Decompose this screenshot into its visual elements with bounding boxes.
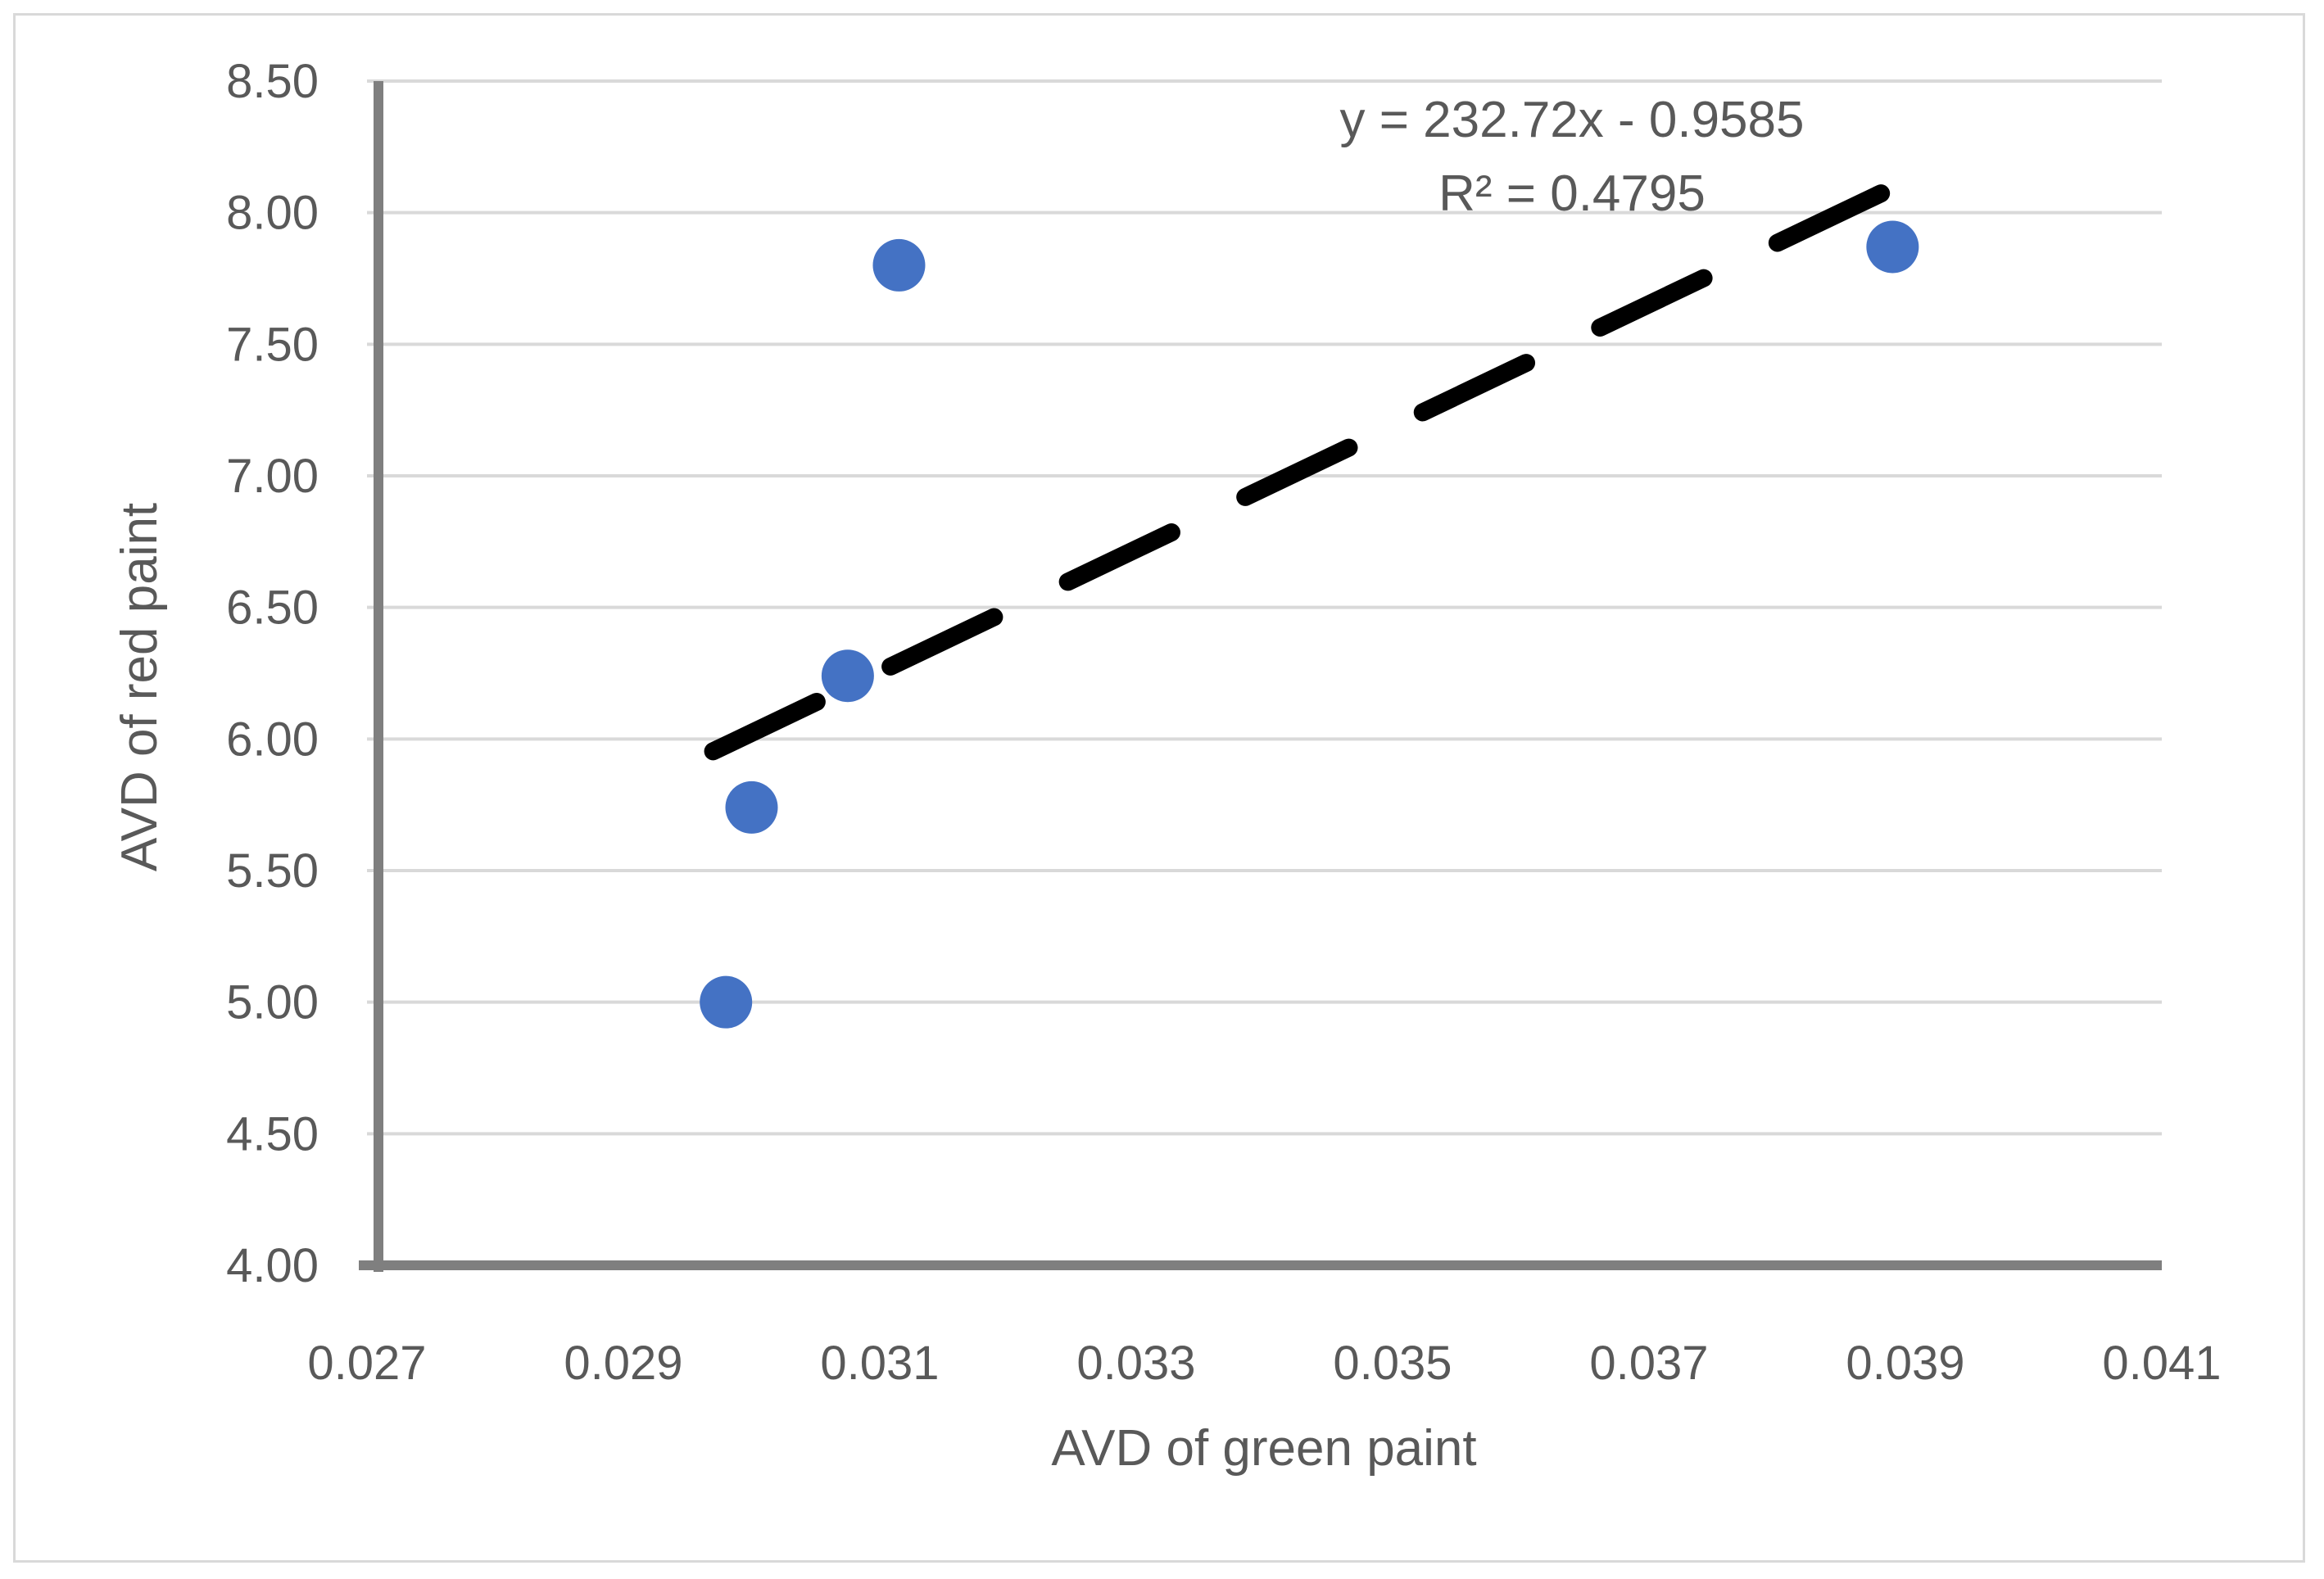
y-tick-label: 4.50: [226, 1107, 319, 1160]
x-axis-title: AVD of green paint: [1051, 1420, 1476, 1477]
tick-labels: 4.00 4.50 5.00 5.50 6.00 6.50 7.00 7.50 8.00 8.50…: [226, 55, 2221, 1390]
gridlines: [367, 79, 2162, 1136]
y-tick-label: 5.00: [226, 976, 319, 1029]
y-tick-label: 8.00: [226, 187, 319, 240]
data-point: [725, 780, 778, 834]
x-tick-label: 0.037: [1589, 1337, 1708, 1390]
trendline-equation: y = 232.72x - 0.9585: [1339, 92, 1804, 148]
y-tick-label: 4.00: [226, 1239, 319, 1292]
y-tick-label: 6.50: [226, 581, 319, 635]
data-point: [1866, 220, 1919, 274]
x-tick-label: 0.033: [1076, 1337, 1195, 1390]
y-tick-label: 5.50: [226, 844, 319, 898]
y-tick-label: 8.50: [226, 55, 319, 108]
trendline: [704, 179, 1902, 761]
axes: [359, 81, 2162, 1272]
data-points: [700, 220, 1919, 1029]
scatter-chart: 4.00 4.50 5.00 5.50 6.00 6.50 7.00 7.50 8.00 8.50…: [111, 55, 2222, 1477]
y-tick-label: 7.00: [226, 450, 319, 503]
x-tick-label: 0.035: [1333, 1337, 1452, 1390]
y-tick-label: 6.00: [226, 713, 319, 766]
y-axis-title: AVD of red paint: [111, 503, 168, 871]
chart-frame: 4.00 4.50 5.00 5.50 6.00 6.50 7.00 7.50 8.00 8.50…: [13, 13, 2305, 1563]
x-tick-label: 0.031: [820, 1337, 939, 1390]
data-point: [700, 975, 753, 1029]
y-tick-label: 7.50: [226, 318, 319, 371]
x-tick-label: 0.027: [307, 1337, 426, 1390]
data-point: [821, 649, 874, 703]
x-tick-label: 0.029: [564, 1337, 682, 1390]
trendline-group: [704, 179, 1902, 761]
data-point: [872, 238, 926, 292]
x-tick-label: 0.041: [2102, 1337, 2221, 1390]
x-tick-label: 0.039: [1846, 1337, 1964, 1390]
trendline-r-squared: R² = 0.4795: [1438, 165, 1706, 222]
